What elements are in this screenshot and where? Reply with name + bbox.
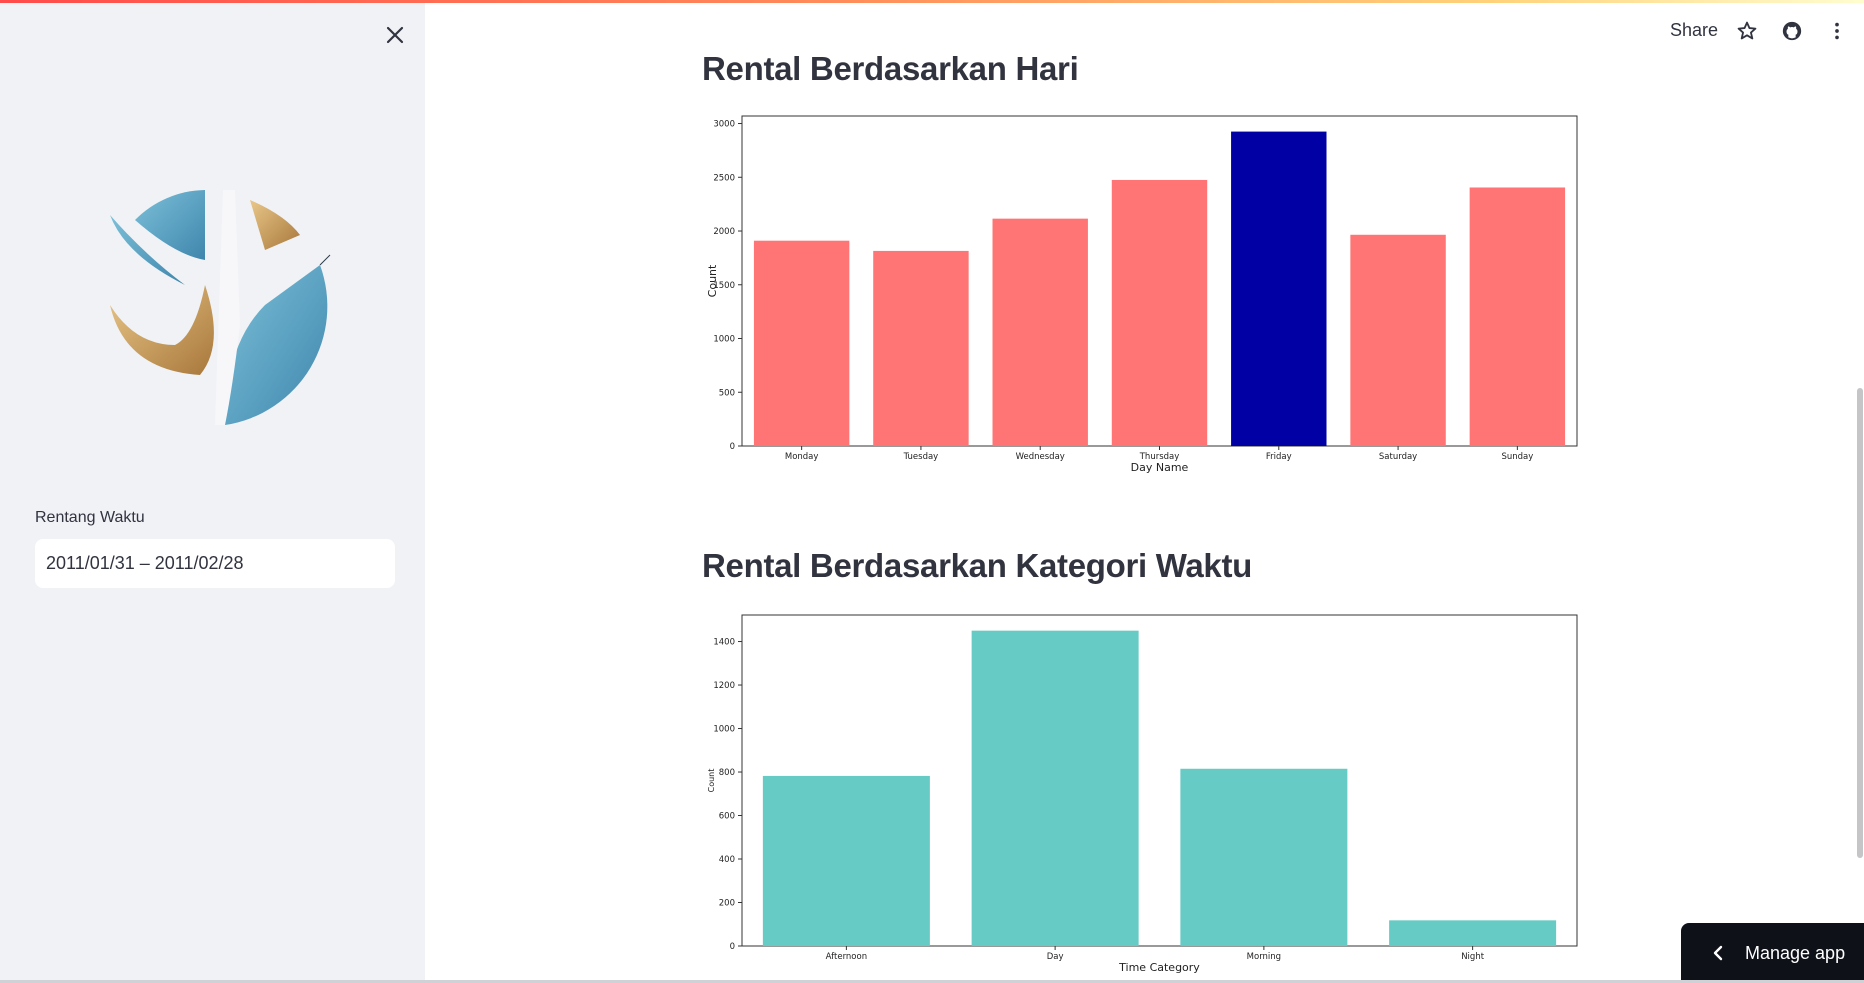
bar-tuesday [873,250,969,446]
y-tick-label: 200 [719,899,735,909]
x-tick-label: Friday [1266,452,1292,462]
bar-monday [753,240,850,446]
bar-night [1389,920,1557,946]
share-button[interactable]: Share [1670,20,1719,40]
x-tick-label: Afternoon [826,952,867,962]
github-icon [1782,21,1802,41]
y-tick-label: 2000 [713,227,735,237]
y-axis-label: Count [706,264,719,297]
y-tick-label: 600 [719,812,735,822]
y-tick-label: 3000 [713,120,735,130]
y-tick-label: 1000 [713,335,735,345]
more-options-button[interactable] [1825,19,1849,43]
bar-thursday [1111,179,1208,447]
time-category-bar-chart: 0 200 400 600 800 1000 1200 1400 Afternoon Day Mor… [707,614,1578,974]
y-tick-label: 400 [719,855,735,865]
sidebar: Rentang Waktu 2011/01/31 – 2011/02/28 [0,0,425,983]
y-tick-label: 1400 [713,638,735,648]
x-axis-label: Time Category [1118,961,1200,974]
y-tick-label: 500 [719,388,735,398]
bar-morning [1180,768,1348,946]
x-tick-label: Wednesday [1016,452,1065,462]
y-tick-label: 1200 [713,681,735,691]
x-tick-label: Monday [785,452,819,462]
y-tick-label: 1000 [713,725,735,735]
top-decoration-line [0,0,1864,3]
logo [110,190,331,425]
y-tick-label: 1500 [713,281,735,291]
x-tick-label: Night [1461,952,1485,962]
date-range-value: 2011/01/31 – 2011/02/28 [46,553,244,573]
y-tick-label: 2500 [713,173,735,183]
bar-sunday [1469,187,1566,446]
bar-wednesday [992,218,1088,446]
date-range-label: Rentang Waktu [35,509,145,526]
x-tick-label: Tuesday [903,452,939,462]
kebab-menu-icon [1835,22,1839,40]
section-title-day: Rental Berdasarkan Hari [702,50,1079,87]
bar-saturday [1350,234,1446,446]
chevron-left-icon [1713,945,1723,961]
star-button[interactable] [1735,19,1759,43]
bar-friday [1231,131,1327,447]
x-tick-label: Saturday [1379,452,1417,462]
x-tick-label: Thursday [1139,452,1180,462]
x-tick-label: Day [1047,952,1064,962]
y-axis-label: Count [707,769,716,793]
github-button[interactable] [1780,19,1804,43]
scrollbar[interactable] [1857,388,1863,858]
bottom-edge [0,980,1864,983]
section-title-time-category: Rental Berdasarkan Kategori Waktu [702,547,1253,584]
day-bar-chart: 0 500 1000 1500 2000 2500 3000 Monday Tuesday Wed… [706,115,1578,474]
y-tick-label: 800 [719,768,735,778]
x-axis-label: Day Name [1131,461,1189,474]
y-tick-label: 0 [730,442,735,452]
y-tick-label: 0 [730,942,735,952]
star-icon [1737,21,1757,40]
close-icon [386,26,404,44]
x-tick-label: Sunday [1501,452,1533,462]
bar-afternoon [762,775,930,946]
manage-app-label: Manage app [1745,942,1846,963]
manage-app-button[interactable]: Manage app [1681,923,1864,983]
bar-day [971,630,1139,946]
date-range-input[interactable]: 2011/01/31 – 2011/02/28 [35,539,395,588]
close-sidebar-button[interactable] [380,20,410,50]
x-tick-label: Morning [1247,952,1281,962]
